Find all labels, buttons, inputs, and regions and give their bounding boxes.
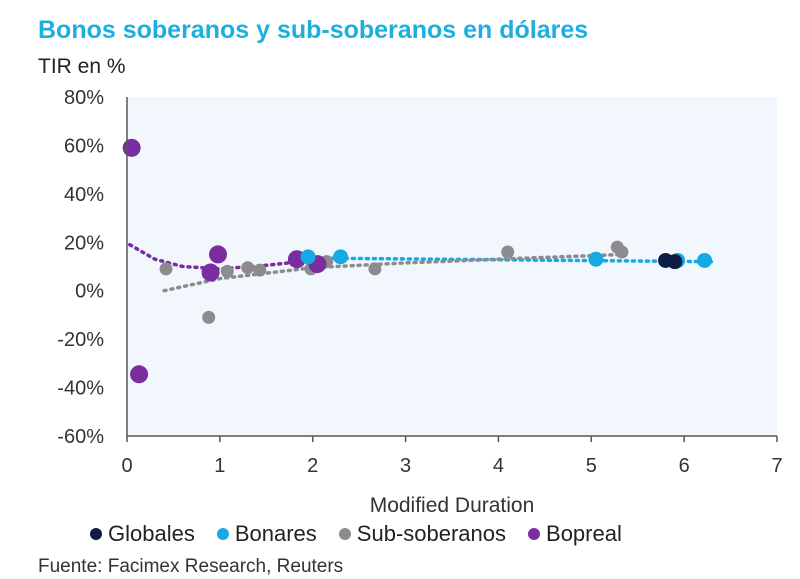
x-axis-ticks: 0 1 2 3 4 5 6 7: [121, 436, 783, 477]
point-sub-soberanos: [241, 261, 255, 275]
x-tick-label: 1: [214, 455, 225, 477]
source-note: Fuente: Facimex Research, Reuters: [38, 556, 344, 577]
y-tick-label: -20%: [57, 329, 104, 351]
point-bonares: [588, 251, 604, 267]
x-tick-label: 6: [679, 455, 690, 477]
point-bonares: [697, 252, 713, 268]
legend-marker-bopreal: [528, 528, 541, 540]
data-points: [122, 138, 713, 384]
point-sub-soberanos: [220, 264, 234, 278]
point-sub-soberanos: [159, 262, 173, 276]
point-sub-soberanos: [202, 310, 216, 324]
point-sub-soberanos: [368, 262, 382, 276]
x-tick-label: 7: [771, 455, 782, 477]
legend-label: Bonares: [234, 521, 317, 546]
legend-item-bopreal: Bopreal: [528, 521, 622, 547]
legend-item-sub-soberanos: Sub-soberanos: [338, 521, 507, 547]
y-tick-label: 40%: [64, 184, 104, 206]
chart-title: Bonos soberanos y sub-soberanos en dólar…: [38, 16, 589, 44]
y-tick-label: 80%: [64, 87, 104, 109]
legend-item-globales: Globales: [90, 521, 195, 547]
x-tick-label: 0: [121, 455, 132, 477]
x-tick-label: 3: [400, 455, 411, 477]
x-tick-label: 2: [307, 455, 318, 477]
legend-item-bonares: Bonares: [216, 521, 317, 547]
legend-label: Sub-soberanos: [356, 521, 507, 546]
legend-marker-bonares: [216, 528, 229, 540]
point-bonares: [333, 249, 349, 265]
point-bopreal: [130, 365, 149, 384]
legend-label: Globales: [108, 521, 195, 546]
x-tick-label: 4: [493, 455, 504, 477]
point-globales: [667, 254, 683, 270]
y-tick-label: -60%: [57, 426, 104, 448]
legend-marker-globales: [90, 528, 102, 540]
y-tick-label: 20%: [64, 232, 104, 254]
y-tick-label: -40%: [57, 378, 104, 400]
y-tick-label: 0%: [75, 281, 104, 303]
legend-marker-sub-soberanos: [338, 528, 351, 540]
point-bopreal: [209, 245, 227, 264]
legend: Globales Bonares Sub-soberanos Bopreal: [90, 521, 622, 547]
point-sub-soberanos: [253, 263, 267, 277]
point-bopreal: [122, 138, 141, 157]
y-axis-unit-label: TIR en %: [38, 55, 126, 78]
point-bonares: [300, 249, 316, 265]
point-sub-soberanos: [501, 245, 515, 259]
point-sub-soberanos: [615, 245, 629, 259]
y-axis-ticks: 80% 60% 40% 20% 0% -20% -40% -60%: [57, 87, 104, 448]
y-tick-label: 60%: [64, 135, 104, 157]
legend-label: Bopreal: [546, 521, 622, 546]
point-bopreal: [201, 263, 220, 282]
x-tick-label: 5: [586, 455, 597, 477]
x-axis-title: Modified Duration: [370, 494, 535, 517]
